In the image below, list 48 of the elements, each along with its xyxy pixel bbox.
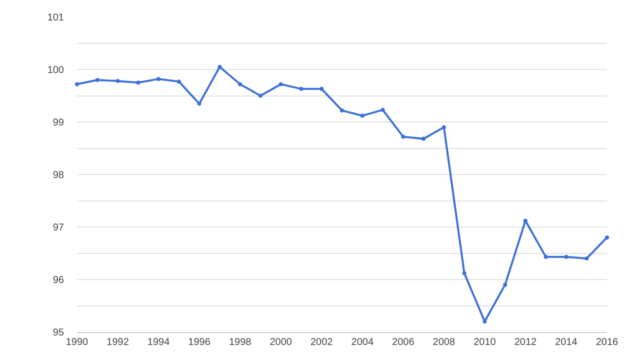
point xyxy=(564,254,568,259)
point xyxy=(278,82,283,86)
x-tick-label: 1990 xyxy=(66,337,89,348)
y-tick-label: 97 xyxy=(52,222,64,234)
point xyxy=(482,320,487,324)
y-tick-label: 98 xyxy=(52,170,64,181)
point xyxy=(218,64,222,69)
x-tick-label: 2006 xyxy=(392,337,415,348)
point xyxy=(116,79,120,84)
point xyxy=(156,76,161,81)
x-tick-label: 2004 xyxy=(351,337,374,348)
x-tick-label: 1994 xyxy=(147,337,170,348)
point xyxy=(95,78,100,82)
x-tick-label: 1996 xyxy=(188,337,211,348)
x-tick-label: 2010 xyxy=(474,337,496,348)
x-tick-label: 2012 xyxy=(514,337,538,348)
point xyxy=(320,86,324,91)
x-tick-label: 2002 xyxy=(310,337,334,348)
point xyxy=(75,82,79,86)
point xyxy=(442,125,446,130)
point xyxy=(136,80,140,85)
point xyxy=(380,108,385,112)
point xyxy=(584,256,589,260)
point xyxy=(360,114,364,118)
y-tick-label: 96 xyxy=(52,275,64,286)
point xyxy=(258,94,262,98)
y-tick-label: 100 xyxy=(47,65,64,76)
point xyxy=(197,102,202,106)
x-tick-label: 2000 xyxy=(270,337,292,348)
x-tick-label: 2014 xyxy=(555,337,578,348)
x-tick-label: 1992 xyxy=(106,337,130,348)
point xyxy=(340,108,344,112)
y-tick-label: 101 xyxy=(47,12,64,24)
point xyxy=(462,271,466,276)
x-tick-label: 2008 xyxy=(432,337,456,348)
point xyxy=(422,136,426,141)
x-tick-label: 1998 xyxy=(228,337,252,348)
point xyxy=(401,134,406,139)
point xyxy=(544,254,548,259)
point xyxy=(299,86,304,91)
point xyxy=(523,218,528,223)
point xyxy=(605,236,609,240)
y-tick-label: 95 xyxy=(52,328,64,338)
x-tick-label: 2016 xyxy=(596,337,619,348)
point xyxy=(176,80,181,84)
point xyxy=(503,282,508,287)
point xyxy=(238,82,242,86)
y-tick-label: 99 xyxy=(52,118,64,128)
